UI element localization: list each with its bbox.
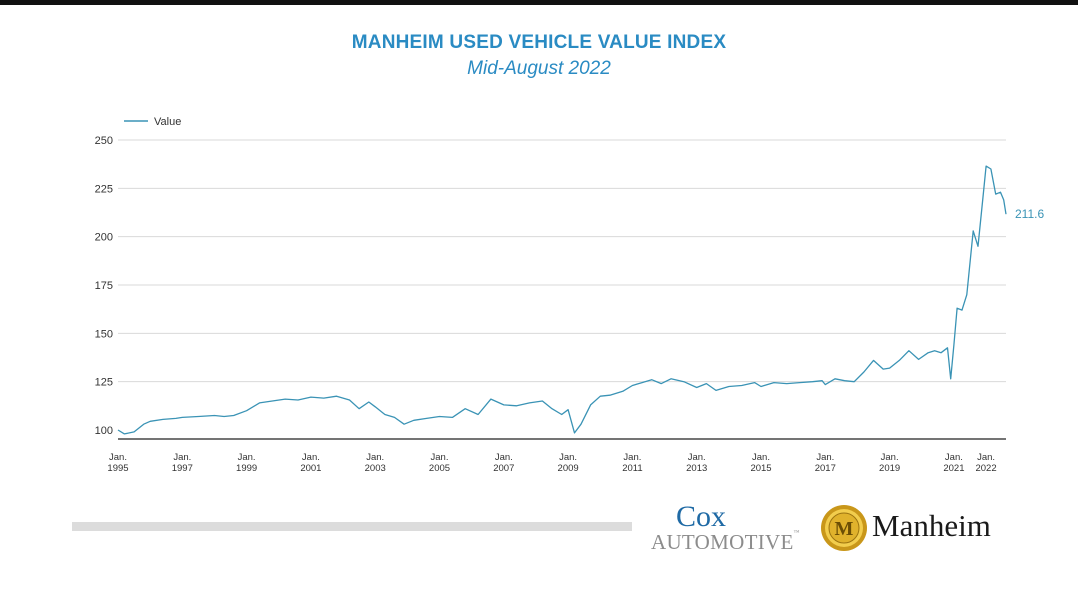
manheim-logo-text: Manheim	[872, 508, 991, 543]
x-tick-label: Jan. 2011	[622, 452, 642, 474]
x-tick-label: Jan. 1997	[172, 452, 193, 474]
y-tick-label: 250	[95, 135, 113, 147]
x-tick-label: Jan. 2021	[943, 452, 964, 474]
automotive-logo-text: AUTOMOTIVE™	[651, 530, 800, 555]
x-tick-label: Jan. 1999	[236, 452, 257, 474]
x-tick-label: Jan. 2017	[815, 452, 836, 474]
x-tick-label: Jan. 2003	[365, 452, 386, 474]
manheim-seal-letter: M	[835, 518, 854, 540]
x-tick-label: Jan. 2015	[750, 452, 771, 474]
y-tick-label: 175	[95, 280, 113, 292]
automotive-logo-word: AUTOMOTIVE	[651, 530, 794, 554]
footer-divider-bar	[72, 522, 632, 531]
y-tick-label: 125	[95, 377, 113, 389]
x-tick-label: Jan. 2007	[493, 452, 514, 474]
top-border	[0, 0, 1078, 5]
y-axis-ticks: 100 125 150 175 200 225 250	[95, 135, 113, 437]
y-tick-label: 200	[95, 232, 113, 244]
y-tick-label: 150	[95, 328, 113, 340]
legend-label-value: Value	[154, 116, 181, 128]
x-tick-label: Jan. 2013	[686, 452, 707, 474]
x-tick-label: Jan. 2022	[975, 452, 996, 474]
cox-logo-text: Cox	[676, 500, 727, 533]
x-axis-ticks: Jan. 1995 Jan. 1997 Jan. 1999 Jan. 2001 Jan. 2003…	[107, 452, 996, 474]
series-line-value	[117, 165, 1007, 435]
chart-legend: Value	[124, 116, 181, 128]
x-tick-label: Jan. 1995	[107, 452, 128, 474]
x-tick-label: Jan. 2019	[879, 452, 900, 474]
chart-subtitle: Mid-August 2022	[467, 58, 611, 79]
trademark-symbol: ™	[793, 530, 800, 536]
x-tick-label: Jan. 2005	[429, 452, 450, 474]
end-value-label: 211.6	[1015, 207, 1044, 221]
y-tick-label: 100	[95, 425, 113, 437]
y-tick-label: 225	[95, 183, 113, 195]
chart-title: MANHEIM USED VEHICLE VALUE INDEX	[351, 32, 727, 53]
gridlines	[118, 139, 1006, 383]
x-tick-label: Jan. 2009	[558, 452, 579, 474]
manheim-seal-icon: M	[821, 505, 867, 551]
x-tick-label: Jan. 2001	[300, 452, 321, 474]
